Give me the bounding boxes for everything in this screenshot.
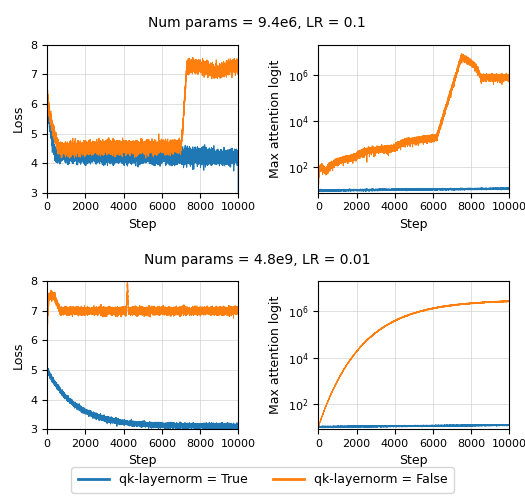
Y-axis label: Loss: Loss — [12, 105, 25, 133]
Y-axis label: Max attention logit: Max attention logit — [269, 296, 282, 415]
Y-axis label: Loss: Loss — [12, 341, 25, 369]
X-axis label: Step: Step — [129, 455, 157, 468]
Title: Num params = 9.4e6, LR = 0.1: Num params = 9.4e6, LR = 0.1 — [149, 16, 366, 30]
Y-axis label: Max attention logit: Max attention logit — [269, 59, 282, 178]
Title: Num params = 4.8e9, LR = 0.01: Num params = 4.8e9, LR = 0.01 — [144, 252, 371, 266]
X-axis label: Step: Step — [400, 218, 428, 231]
Legend: qk-layernorm = True, qk-layernorm = False: qk-layernorm = True, qk-layernorm = Fals… — [71, 467, 454, 493]
X-axis label: Step: Step — [400, 455, 428, 468]
X-axis label: Step: Step — [129, 218, 157, 231]
